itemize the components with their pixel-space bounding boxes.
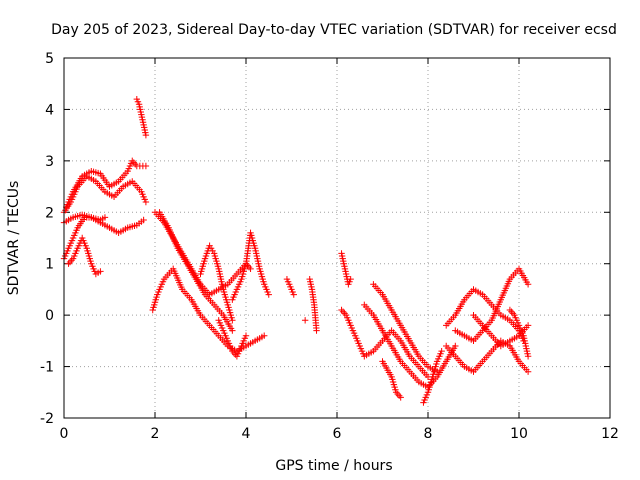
- y-tick-label: 4: [45, 102, 54, 118]
- data-point: [347, 275, 354, 283]
- data-point: [142, 131, 150, 139]
- data-point: [301, 317, 309, 324]
- y-tick-label: 1: [45, 257, 54, 273]
- y-tick-label: -1: [40, 360, 54, 376]
- data-point: [229, 317, 236, 324]
- y-tick-label: 3: [45, 154, 54, 170]
- data-point: [97, 268, 104, 275]
- series-arc-9: [156, 209, 236, 334]
- y-tick-label: 0: [45, 308, 54, 324]
- data-point: [142, 198, 150, 206]
- series-arc-1: [60, 214, 147, 262]
- data-point: [132, 161, 139, 168]
- data-point: [508, 308, 515, 315]
- x-tick-label: 6: [333, 426, 342, 442]
- data-point: [397, 394, 404, 401]
- series-arc-17: [338, 306, 432, 381]
- data-point: [313, 327, 320, 334]
- series-arc-18: [361, 301, 459, 391]
- data-point: [506, 306, 514, 314]
- series-arc-6: [133, 95, 150, 139]
- grid-lines: [64, 58, 610, 418]
- x-tick-label: 12: [601, 426, 619, 442]
- series-arc-16: [338, 250, 354, 288]
- series-arc-14: [306, 275, 320, 334]
- series-arc-11: [229, 229, 272, 303]
- data-point: [524, 353, 532, 360]
- series-arc-3: [63, 157, 150, 211]
- data-point: [524, 322, 532, 329]
- data-point: [261, 332, 268, 339]
- series-arc-7: [149, 265, 268, 355]
- x-tick-label: 0: [60, 426, 69, 442]
- series-arc-26: [506, 306, 532, 360]
- series-arc-15: [301, 317, 309, 324]
- series-arc-21: [420, 347, 445, 406]
- data-point: [242, 332, 250, 339]
- series-arc-25: [470, 311, 532, 350]
- series-arc-20: [379, 358, 404, 401]
- y-tick-label: -2: [40, 411, 54, 427]
- series-arc-24: [452, 265, 532, 345]
- series-arc-23: [443, 286, 527, 345]
- data-points: [60, 95, 532, 406]
- data-point: [101, 214, 109, 221]
- x-tick-label: 2: [151, 426, 160, 442]
- y-axis-label: SDTVAR / TECUs: [6, 181, 22, 296]
- data-point: [339, 308, 347, 315]
- chart-title: Day 205 of 2023, Sidereal Day-to-day VTE…: [51, 22, 617, 38]
- data-point: [229, 327, 236, 334]
- series-arc-10: [197, 242, 236, 324]
- data-point: [338, 306, 345, 314]
- data-point: [290, 291, 297, 298]
- data-point: [245, 263, 253, 271]
- data-point: [395, 392, 403, 399]
- series-arc-5: [65, 234, 104, 278]
- y-tick-label: 5: [45, 51, 54, 67]
- x-tick-label: 10: [510, 426, 528, 442]
- series-arc-13: [283, 275, 297, 298]
- x-tick-label: 8: [424, 426, 433, 442]
- series-arc-12: [215, 317, 250, 360]
- x-axis-label: GPS time / hours: [275, 458, 392, 474]
- data-point: [140, 216, 147, 224]
- series-arc-19: [370, 281, 441, 375]
- data-point: [247, 265, 254, 273]
- data-point: [142, 162, 150, 170]
- x-tick-label: 4: [242, 426, 251, 442]
- data-point: [524, 281, 532, 288]
- data-point: [452, 342, 459, 350]
- y-tick-label: 2: [45, 205, 54, 221]
- plot-frame: [63, 57, 611, 419]
- data-point: [524, 368, 532, 375]
- data-point: [265, 291, 272, 298]
- data-point: [66, 258, 74, 266]
- data-point: [65, 260, 72, 267]
- series-arc-22: [443, 337, 532, 375]
- data-point: [438, 347, 445, 355]
- series-arc-4: [60, 211, 109, 226]
